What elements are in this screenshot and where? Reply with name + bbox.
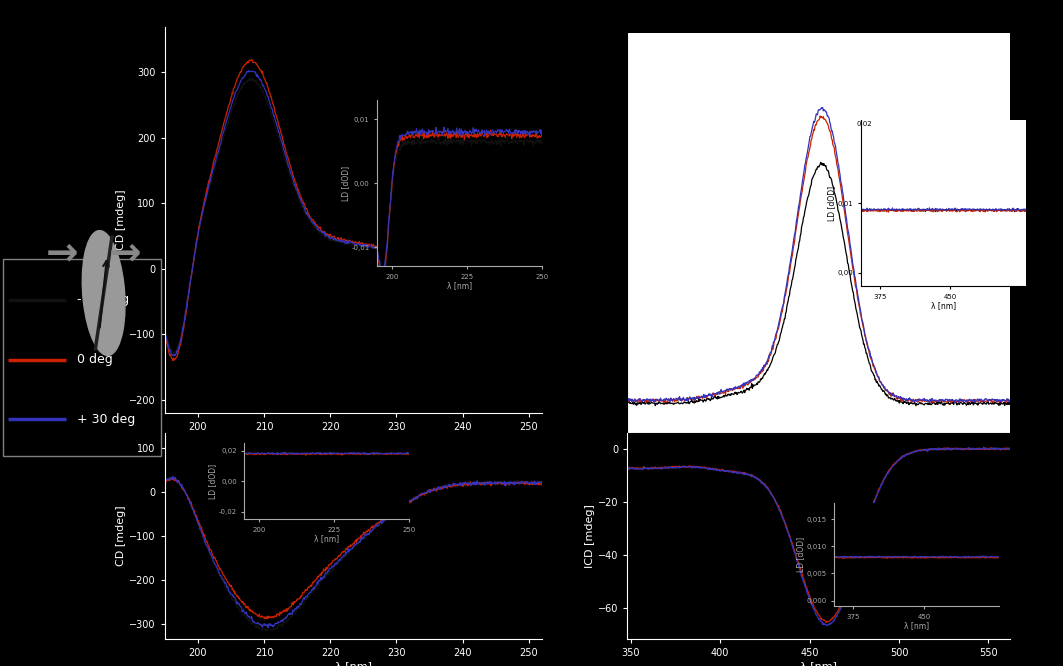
Text: - 30 deg: - 30 deg (78, 294, 130, 306)
Text: + 30 deg: + 30 deg (78, 413, 136, 426)
Y-axis label: ICD [mdeg]: ICD [mdeg] (585, 504, 595, 568)
Y-axis label: LD [dOD]: LD [dOD] (208, 464, 217, 499)
Text: 0,02: 0,02 (857, 121, 872, 127)
Y-axis label: LD [dOD]: LD [dOD] (341, 166, 350, 200)
X-axis label: λ [nm]: λ [nm] (800, 661, 837, 666)
X-axis label: λ [nm]: λ [nm] (315, 535, 339, 543)
X-axis label: λ [[nm]: λ [[nm] (333, 435, 374, 445)
X-axis label: λ [nm]: λ [nm] (905, 621, 929, 630)
Text: →: → (109, 234, 141, 272)
Y-axis label: LD [dOD]: LD [dOD] (796, 537, 805, 572)
Y-axis label: CD [mdeg]: CD [mdeg] (116, 505, 126, 567)
X-axis label: λ [nm]: λ [nm] (800, 455, 837, 465)
X-axis label: λ [nm]: λ [nm] (335, 661, 372, 666)
Y-axis label: CD [mdeg]: CD [mdeg] (116, 189, 126, 250)
Text: →: → (46, 234, 78, 272)
Y-axis label: ICD [mdeg]: ICD [mdeg] (593, 201, 603, 265)
X-axis label: λ [nm]: λ [nm] (931, 302, 956, 310)
Text: 0 deg: 0 deg (78, 353, 113, 366)
Ellipse shape (82, 230, 125, 356)
Y-axis label: LD [dOD]: LD [dOD] (827, 186, 837, 220)
X-axis label: λ [nm]: λ [nm] (448, 282, 472, 290)
